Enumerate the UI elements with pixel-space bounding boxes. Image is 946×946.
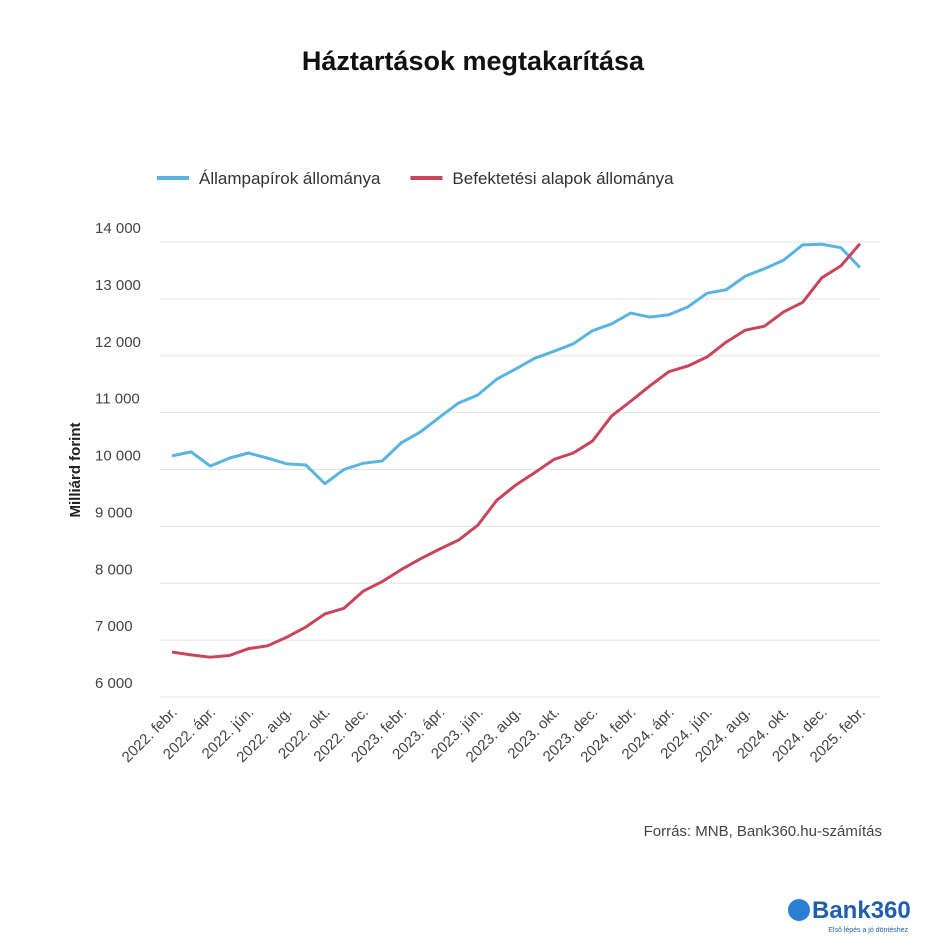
y-tick-label: 8 000 [95, 561, 133, 578]
y-tick-label: 14 000 [95, 220, 141, 237]
y-axis-label: Milliárd forint [67, 423, 84, 518]
legend-label: Állampapírok állománya [199, 169, 381, 188]
logo-icon [788, 899, 810, 921]
y-tick-label: 13 000 [95, 277, 141, 294]
chart-title: Háztartások megtakarítása [302, 46, 645, 76]
y-tick-label: 12 000 [95, 334, 141, 351]
legend-label: Befektetési alapok állománya [452, 169, 674, 188]
logo: Bank360 [812, 897, 911, 924]
series-line [171, 242, 862, 486]
y-tick-label: 10 000 [95, 448, 141, 465]
y-tick-label: 9 000 [95, 504, 133, 521]
logo-tagline: Első lépés a jó döntéshez [828, 927, 908, 934]
y-tick-label: 11 000 [95, 391, 140, 408]
y-tick-label: 7 000 [95, 618, 133, 635]
y-tick-label: 6 000 [95, 675, 133, 692]
series-line [171, 242, 862, 659]
source: Forrás: MNB, Bank360.hu-számítás [644, 823, 882, 840]
